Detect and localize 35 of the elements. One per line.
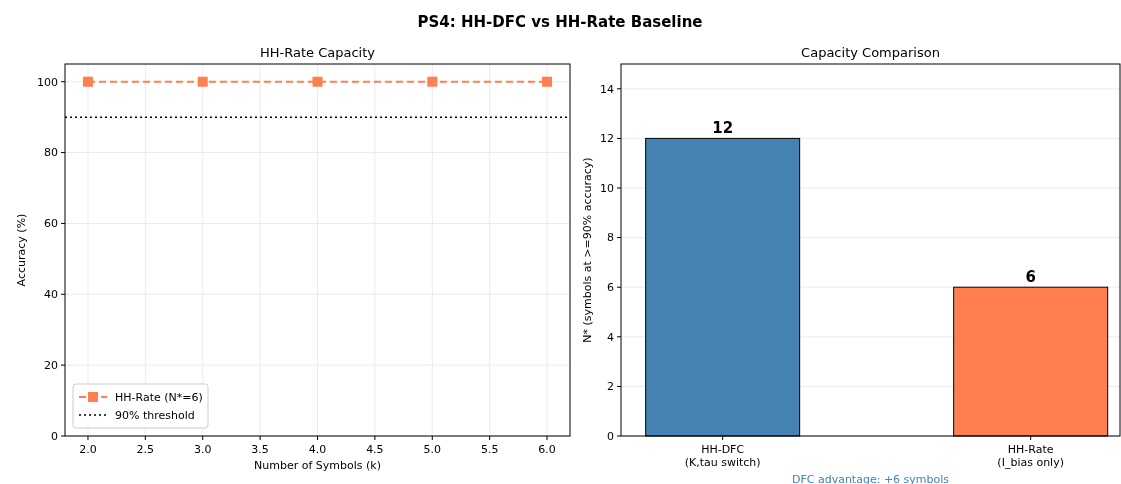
x-tick-label: 3.0 [193,443,212,456]
data-label: 12 [712,119,734,138]
x-tick-label: 5.5 [480,443,499,456]
legend-label: 90% threshold [115,408,195,422]
y-tick-label: 2 [607,380,614,394]
x-tick-label: 5.0 [423,443,442,456]
y-tick-label: 14 [600,82,614,96]
x-tick-label: 4.0 [308,443,327,456]
y-axis-title: N* (symbols at >=90% accuracy) [581,157,594,343]
y-tick-label: 8 [607,231,614,245]
y-tick-label: 60 [44,217,58,231]
y-tick-label: 12 [600,132,614,146]
y-tick-label: 80 [44,146,58,160]
chart-title: HH-Rate Capacity [260,45,376,60]
x-tick-label: 4.5 [366,443,384,456]
x-tick-label: 2.0 [79,443,97,456]
y-axis-title: Accuracy (%) [15,213,28,287]
y-tick-label: 10 [600,181,614,195]
x-tick-label: 6.0 [538,443,556,456]
chart-title: Capacity Comparison [801,45,940,60]
x-tick-label: HH-DFC (K,tau switch) [684,443,761,469]
x-tick-label: 3.5 [251,443,269,456]
y-tick-label: 100 [37,75,58,89]
y-tick-label: 4 [607,330,614,344]
x-tick-label: HH-Rate (I_bias only) [997,443,1064,469]
y-tick-label: 40 [44,288,58,302]
y-tick-label: 0 [51,429,58,443]
x-axis-title: Number of Symbols (k) [254,459,381,472]
data-label: 6 [1025,268,1036,287]
legend-label: HH-Rate (N*=6) [115,390,203,404]
x-tick-label: 2.5 [136,443,155,456]
y-tick-label: 6 [607,281,614,295]
y-tick-label: 20 [44,358,58,372]
text: PS4: HH-DFC vs HH-Rate Baseline [417,13,703,31]
y-tick-label: 0 [607,429,614,443]
